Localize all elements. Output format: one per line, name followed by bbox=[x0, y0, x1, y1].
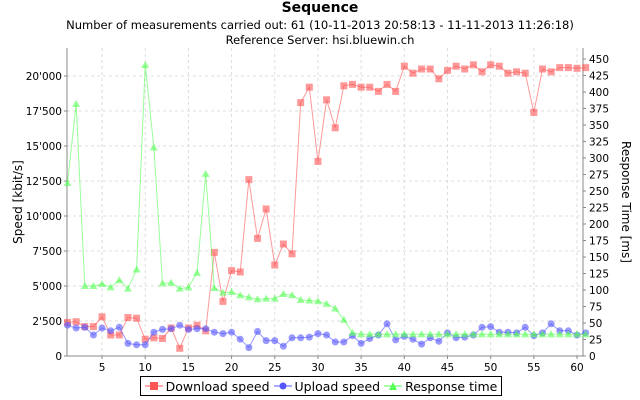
svg-text:425: 425 bbox=[589, 71, 609, 83]
svg-text:10: 10 bbox=[139, 362, 152, 374]
svg-text:0: 0 bbox=[55, 351, 62, 363]
triangle-marker-icon bbox=[384, 382, 403, 390]
svg-text:Speed [kbit/s]: Speed [kbit/s] bbox=[11, 160, 25, 244]
svg-text:225: 225 bbox=[589, 203, 609, 215]
legend-upload: Upload speed bbox=[273, 379, 380, 394]
svg-text:20'000: 20'000 bbox=[26, 71, 62, 83]
svg-text:150: 150 bbox=[589, 252, 609, 264]
svg-text:100: 100 bbox=[589, 285, 609, 297]
svg-text:7'500: 7'500 bbox=[32, 246, 62, 258]
chart-title: Sequence bbox=[281, 0, 359, 16]
svg-text:Response Time [ms]: Response Time [ms] bbox=[619, 141, 633, 263]
svg-text:350: 350 bbox=[589, 120, 609, 132]
svg-text:60: 60 bbox=[570, 362, 583, 374]
svg-text:15: 15 bbox=[182, 362, 195, 374]
chart-legend: Download speed Upload speed Response tim… bbox=[140, 376, 502, 396]
svg-text:35: 35 bbox=[354, 362, 367, 374]
svg-text:12'500: 12'500 bbox=[26, 176, 62, 188]
legend-response: Response time bbox=[384, 379, 497, 394]
svg-text:400: 400 bbox=[589, 87, 609, 99]
svg-text:5: 5 bbox=[99, 362, 106, 374]
square-marker-icon bbox=[144, 382, 163, 390]
svg-text:40: 40 bbox=[398, 362, 411, 374]
svg-text:17'500: 17'500 bbox=[26, 106, 62, 118]
svg-text:0: 0 bbox=[589, 351, 596, 363]
svg-text:2'500: 2'500 bbox=[32, 316, 62, 328]
svg-text:20: 20 bbox=[225, 362, 238, 374]
svg-text:450: 450 bbox=[589, 54, 609, 66]
legend-download: Download speed bbox=[144, 379, 270, 394]
reference-server: Reference Server: hsi.bluewin.ch bbox=[225, 33, 415, 47]
svg-text:5'000: 5'000 bbox=[32, 281, 62, 293]
chart-subtitle: Number of measurements carried out: 61 (… bbox=[66, 18, 574, 32]
circle-marker-icon bbox=[273, 382, 292, 390]
svg-text:175: 175 bbox=[589, 236, 609, 248]
svg-text:25: 25 bbox=[268, 362, 281, 374]
svg-text:275: 275 bbox=[589, 170, 609, 182]
svg-text:15'000: 15'000 bbox=[26, 141, 62, 153]
chart-plot: 0 2'500 5'000 7'500 10'000 12'500 15'000 17'500… bbox=[11, 48, 633, 374]
svg-text:50: 50 bbox=[589, 318, 602, 330]
svg-text:300: 300 bbox=[589, 153, 609, 165]
svg-text:125: 125 bbox=[589, 269, 609, 281]
svg-text:25: 25 bbox=[589, 335, 602, 347]
svg-text:250: 250 bbox=[589, 186, 609, 198]
svg-text:75: 75 bbox=[589, 302, 602, 314]
svg-text:375: 375 bbox=[589, 104, 609, 116]
svg-text:325: 325 bbox=[589, 137, 609, 149]
svg-text:30: 30 bbox=[311, 362, 324, 374]
svg-text:10'000: 10'000 bbox=[26, 211, 62, 223]
svg-text:55: 55 bbox=[527, 362, 540, 374]
svg-text:50: 50 bbox=[484, 362, 497, 374]
svg-text:200: 200 bbox=[589, 219, 609, 231]
svg-text:45: 45 bbox=[441, 362, 454, 374]
